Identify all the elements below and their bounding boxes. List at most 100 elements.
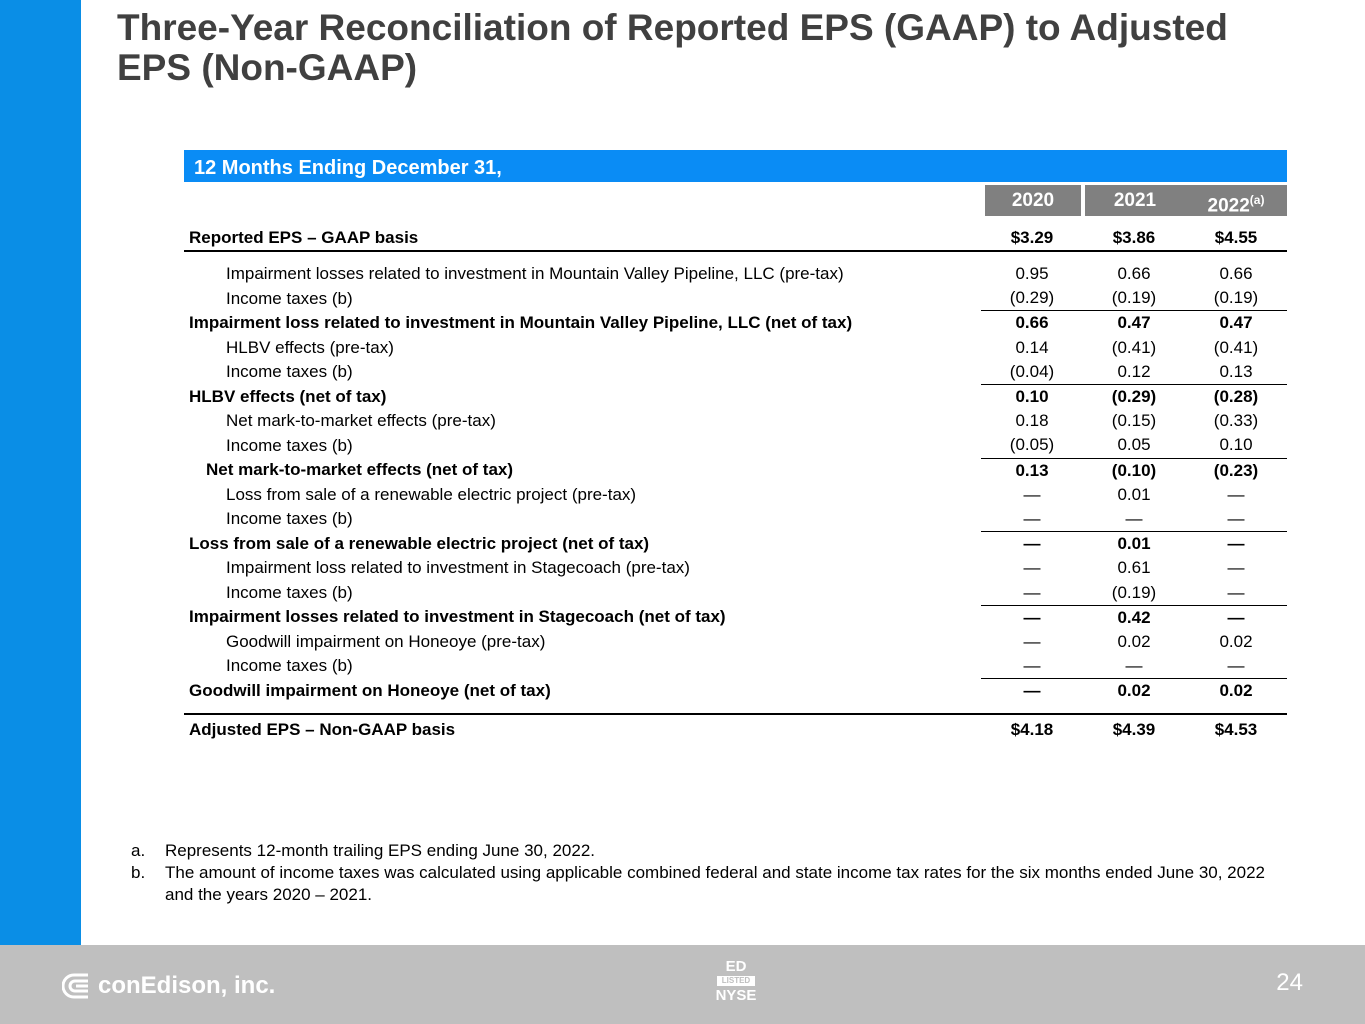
value-2020: — — [1023, 558, 1041, 578]
value-2022: — — [1227, 582, 1245, 602]
table-row: Income taxes (b) (0.04) 0.12 0.13 — [184, 360, 1287, 385]
row-label: Impairment losses related to investment … — [189, 607, 726, 627]
value-2022: 0.02 — [1219, 631, 1253, 651]
value-2022: (0.19) — [1213, 288, 1259, 308]
value-2020: 0.95 — [1015, 264, 1049, 284]
value-2020: 0.18 — [1015, 411, 1049, 431]
value-2022: 0.47 — [1185, 310, 1287, 336]
value-2022: — — [1227, 656, 1245, 676]
value-2021: 0.66 — [1117, 264, 1151, 284]
value-2021: (0.41) — [1111, 337, 1157, 357]
exchange: NYSE — [715, 987, 757, 1004]
table-row: Reported EPS – GAAP basis $3.29 $3.86 $4.55 — [184, 226, 1287, 252]
value-2021: (0.15) — [1111, 411, 1157, 431]
value-2020: 0.66 — [981, 310, 1083, 336]
value-2020: — — [1023, 582, 1041, 602]
row-label: Income taxes (b) — [226, 288, 353, 308]
table-row: Income taxes (b) — — — — [184, 654, 1287, 679]
table-row: HLBV effects (pre-tax) 0.14 (0.41) (0.41) — [184, 336, 1287, 360]
row-label: Income taxes (b) — [226, 509, 353, 529]
table-row: Income taxes (b) (0.29) (0.19) (0.19) — [184, 286, 1287, 311]
nyse-listed-logo: ED LISTED NYSE — [713, 959, 759, 1003]
row-label: Income taxes (b) — [226, 582, 353, 602]
footnote-text: The amount of income taxes was calculate… — [165, 863, 1265, 904]
value-2021: $4.39 — [1083, 713, 1185, 746]
value-2021: 0.01 — [1083, 531, 1185, 557]
row-label: HLBV effects (pre-tax) — [226, 337, 394, 357]
page-number: 24 — [1276, 969, 1303, 996]
logo-text: conEdison, inc. — [98, 972, 276, 999]
value-2020: 0.14 — [1015, 337, 1049, 357]
value-2021: (0.19) — [1111, 288, 1157, 308]
table-row: HLBV effects (net of tax) 0.10 (0.29) (0.28… — [184, 383, 1287, 410]
value-2021: (0.10) — [1083, 457, 1185, 483]
value-2020: 0.13 — [981, 457, 1083, 483]
table-row: Net mark-to-market effects (pre-tax) 0.18… — [184, 409, 1287, 433]
value-2020: 0.10 — [981, 383, 1083, 410]
value-2020: (0.04) — [1009, 361, 1055, 381]
value-2021: — — [1125, 656, 1143, 676]
table-row: Income taxes (b) — — — — [184, 507, 1287, 532]
row-label: HLBV effects (net of tax) — [189, 386, 387, 406]
value-2022: $4.53 — [1185, 713, 1287, 746]
value-2021: — — [1125, 508, 1143, 528]
row-label: Impairment losses related to investment … — [226, 264, 844, 284]
year-header-2020: 2020 — [985, 185, 1081, 216]
value-2022: 0.02 — [1185, 678, 1287, 704]
row-label: Reported EPS – GAAP basis — [184, 226, 981, 252]
row-label: Goodwill impairment on Honeoye (net of t… — [189, 681, 551, 701]
footer: conEdison, inc. ED LISTED NYSE 24 — [0, 945, 1365, 1024]
row-label: Loss from sale of a renewable electric p… — [189, 533, 650, 553]
table-row: Goodwill impairment on Honeoye (pre-tax)… — [184, 630, 1287, 654]
footnote-text: Represents 12-month trailing EPS ending … — [165, 841, 595, 860]
table-row: Impairment loss related to investment in… — [184, 556, 1287, 580]
value-2020: (0.29) — [1009, 288, 1055, 308]
year-header-2021: 2021 — [1085, 185, 1185, 216]
row-label: Impairment loss related to investment in… — [226, 558, 690, 578]
row-label: Income taxes (b) — [226, 362, 353, 382]
footnote-key: b. — [131, 863, 146, 882]
value-2021: (0.19) — [1111, 582, 1157, 602]
table-row: Net mark-to-market effects (net of tax) 0… — [184, 457, 1287, 483]
value-2021: 0.42 — [1083, 604, 1185, 630]
value-2021: 0.02 — [1117, 631, 1151, 651]
listed-label: LISTED — [717, 976, 755, 986]
value-2021: 0.47 — [1083, 310, 1185, 336]
value-2022: — — [1227, 484, 1245, 504]
value-2021: 0.12 — [1117, 361, 1151, 381]
value-2021: $3.86 — [1083, 226, 1185, 252]
value-2020: — — [981, 678, 1083, 704]
value-2022: (0.28) — [1185, 383, 1287, 410]
year-header-2022: 2022(a) — [1185, 185, 1287, 216]
value-2020: — — [1023, 508, 1041, 528]
side-accent-bar — [0, 0, 81, 945]
table-row: Income taxes (b) — (0.19) — — [184, 580, 1287, 605]
value-2021: 0.61 — [1117, 558, 1151, 578]
value-2021: (0.29) — [1083, 383, 1185, 410]
value-2020: — — [1023, 656, 1041, 676]
footnote-ref: (a) — [1249, 193, 1265, 207]
table-period-header: 12 Months Ending December 31, — [184, 150, 1287, 182]
value-2022: (0.33) — [1213, 411, 1259, 431]
page-title: Three-Year Reconciliation of Reported EP… — [117, 7, 1228, 88]
table-row: Adjusted EPS – Non-GAAP basis $4.18 $4.39 $… — [184, 713, 1287, 746]
footnote-key: a. — [131, 841, 146, 860]
footnotes: a. Represents 12-month trailing EPS endin… — [131, 840, 1281, 906]
conedison-logo: conEdison, inc. — [62, 971, 275, 1001]
table-row: Loss from sale of a renewable electric p… — [184, 531, 1287, 557]
table-row: Impairment loss related to investment in… — [184, 310, 1287, 336]
value-2022: 0.66 — [1219, 264, 1253, 284]
value-2020: — — [1023, 631, 1041, 651]
value-2020: — — [1023, 484, 1041, 504]
value-2021: 0.05 — [1117, 435, 1151, 455]
conedison-logo-icon — [62, 973, 88, 999]
row-label: Net mark-to-market effects (net of tax) — [206, 460, 514, 480]
value-2020: (0.05) — [1009, 435, 1055, 455]
table-row: Loss from sale of a renewable electric p… — [184, 483, 1287, 507]
row-label: Loss from sale of a renewable electric p… — [226, 484, 637, 504]
value-2022: (0.41) — [1213, 337, 1259, 357]
table-row: Impairment losses related to investment … — [184, 604, 1287, 630]
table-row: Impairment losses related to investment … — [184, 262, 1287, 286]
value-2022: — — [1185, 604, 1287, 630]
row-label: Net mark-to-market effects (pre-tax) — [226, 411, 496, 431]
